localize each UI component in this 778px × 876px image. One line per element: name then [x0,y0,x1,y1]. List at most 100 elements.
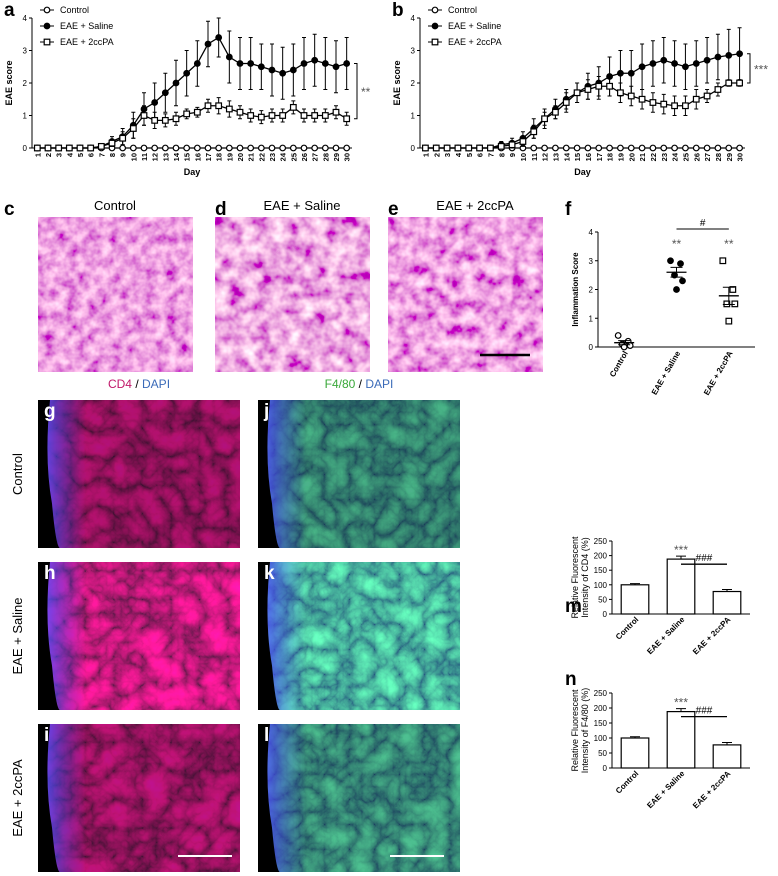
y-tick-label: 100 [594,734,608,743]
point [343,144,351,152]
point [725,79,733,87]
panel-letter: c [4,199,15,220]
point [311,56,319,64]
point [677,260,684,268]
point [332,144,340,152]
series-line [425,82,740,149]
point [300,60,308,67]
series-line [37,36,347,149]
x-tick-label: 18 [215,153,224,161]
point [736,50,743,58]
marker-name: F4/80 [325,377,356,391]
x-tick-label: 26 [692,153,701,161]
y-tick-label: 150 [594,719,608,728]
panel-title: EAE + 2ccPA [436,198,514,213]
point [300,112,308,119]
point [289,103,297,111]
tissue-edge [38,400,60,548]
panel-title: Control [94,198,136,213]
significance: *** [674,696,688,710]
y-axis-label: Intensity of F4/80 (%) [580,688,590,774]
x-tick-label: 28 [321,153,330,161]
point [161,144,169,152]
point [508,141,516,149]
panel-letter: i [44,725,49,746]
x-tick-label: 16 [193,153,202,161]
point [268,112,276,119]
y-axis-label: Intensity of CD4 (%) [580,537,590,618]
point [614,332,622,339]
point [638,95,646,103]
x-tick-label: 8 [497,153,506,157]
y-axis-label: Relative Fluorescent [570,536,580,619]
x-tick-label: 24 [671,152,680,161]
x-tick-label: 13 [551,153,560,161]
point [161,89,169,97]
y-tick-label: 200 [594,704,608,713]
point [731,300,739,308]
point [311,144,319,152]
x-tick-label: 9 [508,153,517,157]
x-tick-label: 24 [279,152,288,161]
significance: *** [754,62,768,76]
x-tick-label: 10 [519,153,528,161]
point [183,110,191,118]
separator: / [359,377,363,391]
point [552,144,559,152]
point [183,69,191,77]
tissue-edge [38,562,60,710]
point [215,102,223,110]
panel-letter: n [565,669,577,690]
point [487,144,494,152]
point [140,144,148,152]
point [247,60,255,67]
point [343,115,351,123]
point [530,144,538,152]
point [236,108,244,116]
point [33,144,41,152]
point [519,138,527,145]
point [204,40,212,48]
point [161,116,169,124]
error-bar [722,286,735,305]
y-axis-label: Relative Fluorescent [570,689,580,772]
point [443,144,451,152]
point [671,102,678,110]
point [343,60,351,67]
panel-letter: b [392,0,404,21]
y-tick-label: 2 [411,79,416,88]
x-tick-label: 12 [151,153,160,161]
point [183,144,191,152]
point [736,79,743,87]
x-tick-label: EAE + Saline [645,769,686,810]
x-tick-label: 11 [530,153,539,161]
point [465,144,473,152]
point [151,99,159,106]
y-tick-label: 3 [589,257,594,266]
x-tick-label: 3 [443,153,452,157]
point [660,56,668,64]
x-tick-label: 19 [616,153,625,161]
x-tick-label: EAE + 2ccPA [691,769,732,810]
row-label: Control [10,453,25,495]
x-tick-label: 18 [606,153,615,161]
point [454,144,462,152]
x-tick-label: 15 [573,153,582,161]
stain-name: DAPI [142,377,170,391]
legend-label: EAE + 2ccPA [60,37,114,47]
point [692,95,700,103]
point [723,300,731,308]
panel-letter: l [264,725,269,746]
bar [712,590,742,615]
point [617,144,624,152]
legend-label: EAE + 2ccPA [448,37,502,47]
x-tick-label: Control [608,350,630,379]
legend-label: EAE + Saline [448,21,501,31]
point [55,144,63,152]
point [300,144,308,152]
x-tick-label: 8 [108,153,117,157]
point [725,317,733,325]
point [215,144,223,152]
x-tick-label: 30 [736,153,745,161]
x-tick-label: 3 [55,153,64,157]
